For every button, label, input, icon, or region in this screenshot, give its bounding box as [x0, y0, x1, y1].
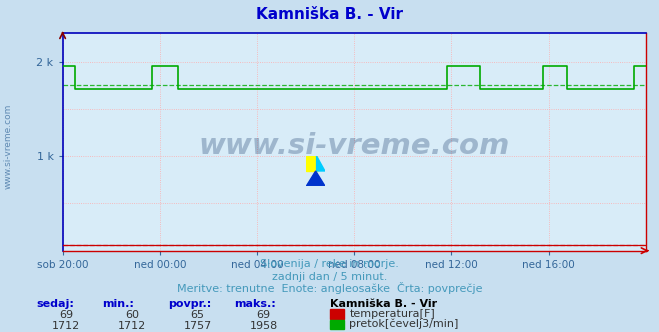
Text: www.si-vreme.com: www.si-vreme.com: [3, 103, 13, 189]
Polygon shape: [306, 171, 325, 186]
Text: maks.:: maks.:: [234, 299, 275, 309]
Text: 65: 65: [190, 310, 205, 320]
Text: pretok[čevelj3/min]: pretok[čevelj3/min]: [349, 319, 459, 329]
Bar: [306, 156, 316, 171]
Text: zadnji dan / 5 minut.: zadnji dan / 5 minut.: [272, 272, 387, 282]
Text: 1712: 1712: [118, 321, 146, 331]
Text: 69: 69: [256, 310, 271, 320]
Text: temperatura[F]: temperatura[F]: [349, 309, 435, 319]
Text: www.si-vreme.com: www.si-vreme.com: [198, 132, 510, 160]
Text: Meritve: trenutne  Enote: angleosaške  Črta: povprečje: Meritve: trenutne Enote: angleosaške Črt…: [177, 282, 482, 294]
Text: 1712: 1712: [52, 321, 80, 331]
Text: Kamniška B. - Vir: Kamniška B. - Vir: [330, 299, 437, 309]
Polygon shape: [316, 156, 325, 171]
Text: Kamniška B. - Vir: Kamniška B. - Vir: [256, 7, 403, 23]
Text: 69: 69: [59, 310, 73, 320]
Text: 60: 60: [125, 310, 139, 320]
Text: sedaj:: sedaj:: [36, 299, 74, 309]
Text: Slovenija / reke in morje.: Slovenija / reke in morje.: [260, 259, 399, 269]
Text: min.:: min.:: [102, 299, 134, 309]
Text: 1757: 1757: [184, 321, 212, 331]
Text: povpr.:: povpr.:: [168, 299, 212, 309]
Text: 1958: 1958: [250, 321, 277, 331]
